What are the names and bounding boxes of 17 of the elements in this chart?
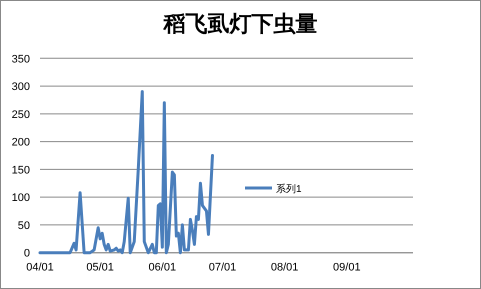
y-tick-label: 200 <box>12 136 30 149</box>
x-tick-label: 09/01 <box>333 262 361 274</box>
y-tick-label: 150 <box>12 164 30 176</box>
x-tick-label: 08/01 <box>270 262 298 274</box>
x-tick-label: 05/01 <box>86 262 114 274</box>
chart-title: 稻飞虱灯下虫量 <box>162 11 318 37</box>
x-tick-label: 04/01 <box>26 262 54 274</box>
y-tick-label: 250 <box>12 108 30 121</box>
y-tick-label: 100 <box>12 192 30 204</box>
y-tick-label: 300 <box>12 81 30 94</box>
x-tick-label: 06/01 <box>148 262 176 274</box>
y-tick-label: 0 <box>24 248 30 260</box>
y-tick-label: 50 <box>18 220 30 232</box>
legend: 系列1 <box>245 184 302 195</box>
x-tick-label: 07/01 <box>208 262 236 274</box>
y-tick-label: 350 <box>12 53 30 66</box>
legend-label: 系列1 <box>276 183 302 195</box>
